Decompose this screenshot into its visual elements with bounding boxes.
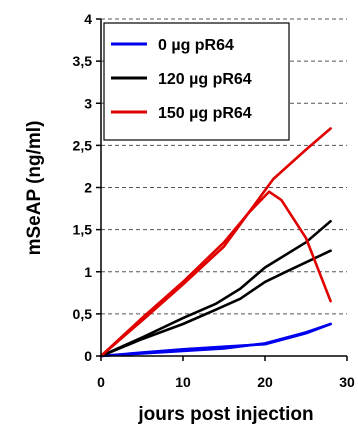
y-tick-label-7: 3,5 (73, 53, 93, 69)
x-axis-title: jours post injection (137, 404, 313, 425)
y-axis-title: mSeAP (ng/ml) (24, 121, 45, 256)
x-tick-label-3: 30 (339, 374, 355, 390)
series-line-5 (99, 190, 332, 358)
series-layer (99, 127, 332, 358)
y-tick-label-0: 0 (84, 348, 92, 364)
series-line-3 (99, 249, 332, 358)
series-line-2 (99, 219, 332, 358)
legend: 0 µg pR64 120 µg pR64 150 µg pR64 (103, 22, 290, 141)
x-tick-label-0: 0 (97, 374, 105, 390)
y-tick-label-6: 3 (84, 95, 92, 111)
x-tick-label-2: 20 (257, 374, 273, 390)
y-tick-label-4: 2 (84, 180, 92, 196)
tick-labels: 0 0,5 1 1,5 2 2,5 3 3,5 4 0 10 20 30 (73, 11, 355, 390)
y-tick-label-2: 1 (84, 264, 92, 280)
x-tick-label-1: 10 (175, 374, 191, 390)
y-tick-label-1: 0,5 (73, 306, 93, 322)
y-tick-label-3: 1,5 (73, 222, 93, 238)
series-line-1 (99, 322, 332, 358)
legend-label-0: 0 µg pR64 (158, 37, 234, 54)
legend-label-2: 150 µg pR64 (158, 105, 252, 122)
y-tick-label-5: 2,5 (73, 137, 93, 153)
axes (96, 18, 348, 361)
legend-label-1: 120 µg pR64 (158, 71, 252, 88)
y-tick-label-8: 4 (84, 11, 92, 27)
